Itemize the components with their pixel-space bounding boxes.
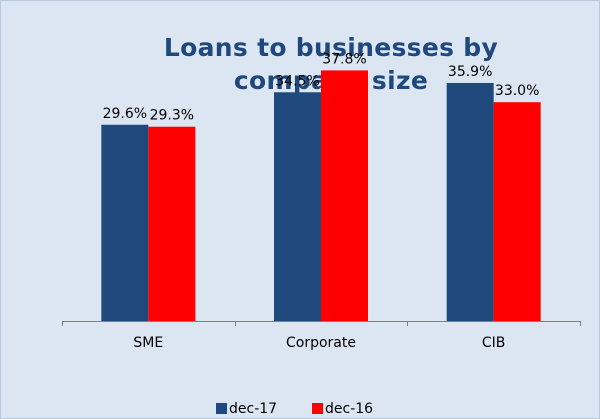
bar-dec-16-corporate [321, 70, 368, 321]
data-label: 35.9% [448, 64, 492, 80]
bar-dec-17-cib [446, 82, 494, 321]
data-label: 29.3% [150, 108, 194, 124]
legend-swatch-dec-17 [216, 403, 227, 414]
chart-legend: dec-17 dec-16 [216, 401, 373, 417]
category-label: Corporate [286, 335, 356, 351]
bar-dec-17-corporate [274, 92, 321, 321]
legend-swatch-dec-16 [312, 403, 323, 414]
data-label: 34.5% [275, 73, 319, 89]
category-label: SME [133, 335, 163, 351]
data-label: 33.0% [495, 83, 539, 99]
chart-axis [62, 321, 581, 326]
bar-dec-16-cib [493, 102, 541, 322]
data-label: 29.6% [103, 106, 147, 122]
category-labels: SME Corporate CIB [133, 335, 505, 351]
bar-dec-16-sme [148, 126, 196, 321]
chart-bars: 29.6% 29.3% 34.5%37.8% 35.9%33.0% [101, 51, 541, 322]
category-label: CIB [482, 335, 506, 351]
legend-label: dec-17 [229, 401, 277, 417]
data-label: 37.8% [322, 51, 366, 67]
legend-label: dec-16 [325, 401, 373, 417]
bar-dec-17-sme [101, 124, 149, 321]
